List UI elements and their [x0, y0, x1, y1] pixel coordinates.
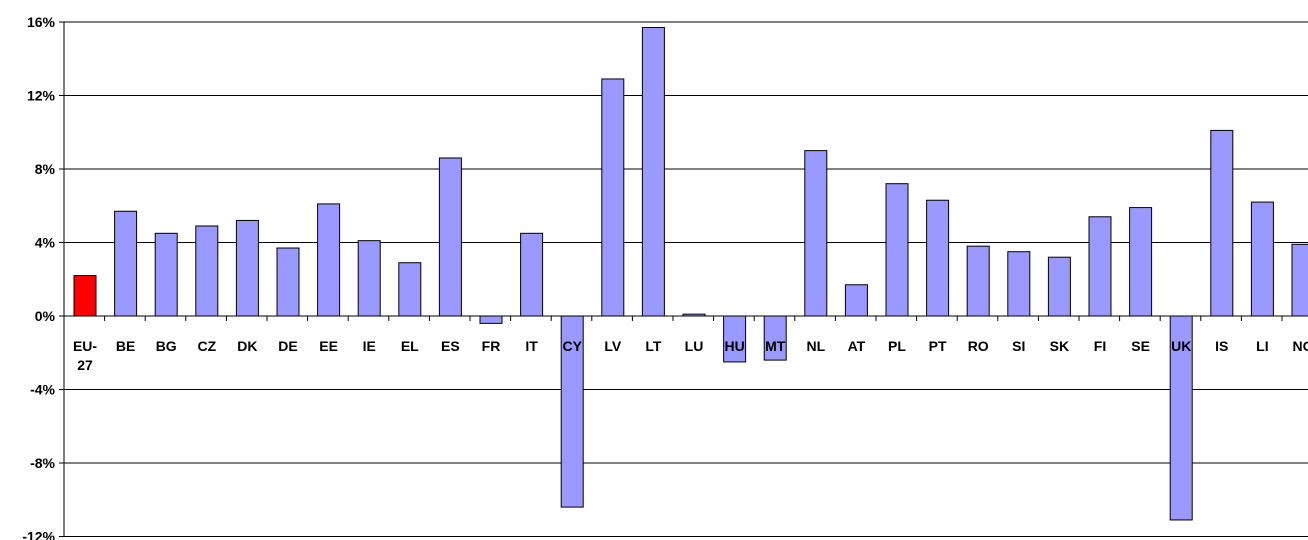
bar-li [1250, 201, 1274, 317]
x-tick-label: LU [685, 338, 704, 354]
y-tick-label: 0% [35, 308, 56, 324]
x-tick-label: FI [1094, 338, 1106, 354]
bar-it [520, 232, 544, 317]
bar-lv [601, 78, 625, 317]
x-tick-label: SE [1131, 338, 1150, 354]
x-tick-label: RO [968, 338, 989, 354]
x-tick-label: BG [156, 338, 177, 354]
y-tick-label: 12% [27, 88, 56, 104]
x-tick-label-line: EU- [73, 338, 97, 354]
x-tick-label-line: 27 [77, 357, 93, 373]
bar-el [398, 262, 422, 317]
bar-no [1291, 243, 1308, 317]
bar-is [1210, 129, 1234, 317]
bar-ie [357, 240, 381, 317]
bar-de [276, 247, 300, 317]
x-tick-label: PT [929, 338, 947, 354]
x-tick-label: IS [1215, 338, 1228, 354]
gridlines [59, 21, 1308, 537]
x-tick-label: FR [482, 338, 501, 354]
bar-be [114, 210, 138, 317]
x-tick-label: DK [237, 338, 257, 354]
bar-ee [317, 203, 341, 317]
x-tick-label: NO [1293, 338, 1308, 354]
bar-lt [641, 27, 665, 317]
x-tick-label: SK [1050, 338, 1069, 354]
bar-pt [926, 199, 950, 317]
x-tick-label: EE [319, 338, 338, 354]
x-tick-label: DE [278, 338, 297, 354]
x-tick-label: NL [806, 338, 825, 354]
bar-cz [195, 225, 219, 317]
x-tick-label: BE [116, 338, 135, 354]
x-tick-label: UK [1171, 338, 1191, 354]
x-tick-label: LV [604, 338, 622, 354]
bar-si [1007, 251, 1031, 317]
bar-dk [235, 219, 259, 317]
bar-fi [1088, 216, 1112, 317]
x-tick-label: SI [1012, 338, 1025, 354]
bar-pl [885, 183, 909, 317]
x-axis-labels: EU- 27 BE BG CZ DK DE EE IE EL ES FR IT CY LV LT LU HU MT N… [73, 338, 1308, 373]
bar-es [438, 157, 462, 317]
x-tick-label: AT [848, 338, 866, 354]
y-tick-label: -4% [30, 382, 55, 398]
bar-nl [804, 150, 828, 317]
y-tick-label: 4% [35, 235, 56, 251]
bar-ro [966, 245, 990, 317]
x-tick-label: CY [562, 338, 582, 354]
y-axis-labels: 16% 12% 8% 4% 0% -4% -8% -12% [22, 14, 55, 540]
bar-eu-27 [73, 275, 97, 317]
x-tick-label: MT [765, 338, 786, 354]
bar-fr [479, 315, 503, 324]
x-tick-label: HU [724, 338, 744, 354]
x-tick-label: LI [1256, 338, 1268, 354]
x-tick-label: PL [888, 338, 906, 354]
x-tick-label: EU- 27 [73, 338, 97, 373]
y-tick-label: 8% [35, 161, 56, 177]
bar-se [1129, 207, 1153, 317]
x-tick-label: EL [401, 338, 419, 354]
y-tick-label: -12% [22, 529, 55, 540]
y-tick-label: -8% [30, 455, 55, 471]
bars [73, 27, 1308, 521]
x-tick-label: IT [525, 338, 538, 354]
x-tick-marks [63, 316, 1283, 321]
bar-at [844, 284, 868, 317]
x-tick-label: IE [363, 338, 376, 354]
x-tick-label: CZ [197, 338, 216, 354]
bar-sk [1047, 256, 1071, 317]
x-tick-label: ES [441, 338, 460, 354]
x-tick-label: LT [645, 338, 662, 354]
y-tick-label: 16% [27, 14, 56, 30]
bar-bg [154, 232, 178, 317]
